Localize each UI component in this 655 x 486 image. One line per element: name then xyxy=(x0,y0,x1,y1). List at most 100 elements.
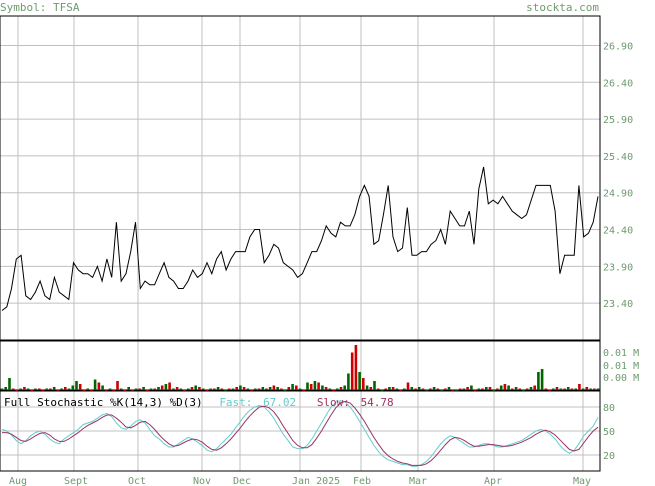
volume-bar xyxy=(265,388,268,390)
volume-bar xyxy=(49,388,52,390)
price-tick-label: 23.90 xyxy=(603,262,633,273)
volume-bar xyxy=(537,372,540,390)
volume-bar xyxy=(8,378,11,390)
volume-bar xyxy=(563,388,566,390)
x-tick-label: Oct xyxy=(128,476,146,486)
price-tick-label: 24.40 xyxy=(603,226,633,237)
x-tick-label: Sept xyxy=(64,476,88,486)
volume-bar xyxy=(403,388,406,390)
volume-bar xyxy=(287,387,291,390)
x-tick-label: Apr xyxy=(484,476,502,486)
stochastic-tick-label: 50 xyxy=(603,427,615,438)
volume-bar xyxy=(119,388,123,390)
volume-bar xyxy=(514,387,518,390)
volume-bar xyxy=(268,387,272,390)
volume-bar xyxy=(160,385,164,390)
volume-bar xyxy=(473,390,477,391)
volume-bar xyxy=(298,388,302,390)
x-tick-label: Feb xyxy=(353,476,371,486)
volume-bar xyxy=(421,388,425,390)
volume-bar xyxy=(242,387,246,390)
volume-bar xyxy=(235,387,238,390)
volume-bar xyxy=(254,388,257,390)
volume-bar xyxy=(216,387,220,390)
volume-bar xyxy=(71,385,75,390)
stochastic-fast-line xyxy=(1,400,599,467)
volume-bar xyxy=(149,388,153,390)
stochastic-tick-label: 20 xyxy=(603,451,615,462)
volume-bar xyxy=(336,388,339,390)
symbol-label: Symbol: TFSA xyxy=(0,1,80,14)
volume-bar xyxy=(220,388,224,390)
volume-bar xyxy=(127,387,130,390)
stochastic-y-axis: 80 50 20 xyxy=(603,403,615,462)
volume-bar xyxy=(578,384,581,390)
volume-bar xyxy=(376,388,380,390)
volume-bar xyxy=(339,387,343,390)
volume-bar xyxy=(324,387,328,390)
slow-value: 54.78 xyxy=(361,396,394,409)
volume-series xyxy=(0,345,600,391)
volume-bar xyxy=(295,385,298,390)
volume-tick-label: 0.00 M xyxy=(603,373,639,384)
volume-bar xyxy=(60,388,63,390)
price-tick-label: 26.90 xyxy=(603,41,633,52)
volume-bar xyxy=(201,388,205,390)
volume-bar xyxy=(548,390,551,391)
volume-bar xyxy=(64,387,67,390)
volume-bar xyxy=(466,387,469,390)
volume-bar xyxy=(570,388,574,390)
site-label[interactable]: stockta.com xyxy=(526,1,599,14)
volume-bar xyxy=(205,390,209,391)
volume-bar xyxy=(67,388,71,390)
volume-bar xyxy=(425,390,428,391)
volume-bar xyxy=(306,382,309,390)
volume-bar xyxy=(525,388,529,390)
volume-bar xyxy=(369,387,373,390)
x-tick-label: Mar xyxy=(409,476,427,486)
volume-bar xyxy=(52,387,56,390)
price-panel-frame xyxy=(0,15,601,341)
volume-bar xyxy=(451,390,454,391)
volume-bar xyxy=(417,387,421,390)
volume-bar xyxy=(440,390,443,391)
volume-bar xyxy=(90,390,93,391)
volume-bar xyxy=(522,390,525,391)
volume-bar xyxy=(239,385,242,390)
volume-bar xyxy=(511,388,514,390)
stochastic-label: Full Stochastic %K(14,3) %D(3) xyxy=(4,396,203,409)
volume-bar xyxy=(574,388,577,390)
price-tick-label: 24.90 xyxy=(603,189,633,200)
volume-bar xyxy=(343,385,346,390)
price-tick-label: 25.40 xyxy=(603,152,633,163)
volume-bar xyxy=(138,388,142,390)
volume-bar xyxy=(131,390,134,391)
volume-bar xyxy=(596,388,600,390)
volume-bar xyxy=(86,388,89,390)
volume-bar xyxy=(41,390,45,391)
volume-bar xyxy=(246,388,250,390)
volume-bar xyxy=(309,384,313,390)
price-line xyxy=(1,166,599,311)
volume-bar xyxy=(481,388,484,390)
volume-bar xyxy=(585,387,589,390)
volume-bar xyxy=(179,388,183,390)
volume-bar xyxy=(462,388,466,390)
volume-bar xyxy=(142,387,145,390)
volume-bar xyxy=(157,387,160,390)
volume-bar xyxy=(250,390,253,391)
volume-bar xyxy=(529,387,533,390)
volume-bar xyxy=(280,388,283,390)
volume-bar xyxy=(507,385,510,390)
volume-bar xyxy=(354,345,358,390)
volume-bar xyxy=(347,373,350,390)
volume-bar xyxy=(190,387,194,390)
volume-bar xyxy=(559,388,563,390)
x-tick-label: Jan 2025 xyxy=(292,476,340,486)
volume-bar xyxy=(589,388,592,390)
volume-bar xyxy=(45,388,48,390)
volume-bar xyxy=(272,385,276,390)
volume-bar xyxy=(477,388,481,390)
volume-bar xyxy=(470,385,473,390)
volume-bar xyxy=(261,387,265,390)
